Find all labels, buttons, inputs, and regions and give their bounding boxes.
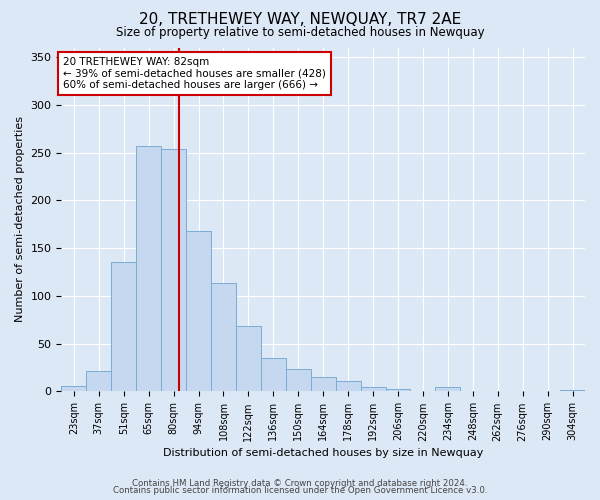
Bar <box>111 262 136 392</box>
Bar <box>286 370 311 392</box>
Bar <box>261 358 286 392</box>
Bar <box>410 390 436 392</box>
Bar <box>186 231 211 392</box>
Bar <box>460 390 485 392</box>
Bar <box>236 326 261 392</box>
Bar <box>86 372 111 392</box>
Text: 20 TRETHEWEY WAY: 82sqm
← 39% of semi-detached houses are smaller (428)
60% of s: 20 TRETHEWEY WAY: 82sqm ← 39% of semi-de… <box>63 57 326 90</box>
Bar <box>386 388 410 392</box>
Bar <box>161 149 186 392</box>
Bar <box>136 146 161 392</box>
Text: 20, TRETHEWEY WAY, NEWQUAY, TR7 2AE: 20, TRETHEWEY WAY, NEWQUAY, TR7 2AE <box>139 12 461 28</box>
Bar <box>436 386 460 392</box>
Bar <box>335 381 361 392</box>
X-axis label: Distribution of semi-detached houses by size in Newquay: Distribution of semi-detached houses by … <box>163 448 484 458</box>
Y-axis label: Number of semi-detached properties: Number of semi-detached properties <box>15 116 25 322</box>
Bar <box>61 386 86 392</box>
Bar <box>361 386 386 392</box>
Bar <box>311 377 335 392</box>
Text: Size of property relative to semi-detached houses in Newquay: Size of property relative to semi-detach… <box>116 26 484 39</box>
Bar <box>560 390 585 392</box>
Bar <box>211 284 236 392</box>
Text: Contains public sector information licensed under the Open Government Licence v3: Contains public sector information licen… <box>113 486 487 495</box>
Text: Contains HM Land Registry data © Crown copyright and database right 2024.: Contains HM Land Registry data © Crown c… <box>132 478 468 488</box>
